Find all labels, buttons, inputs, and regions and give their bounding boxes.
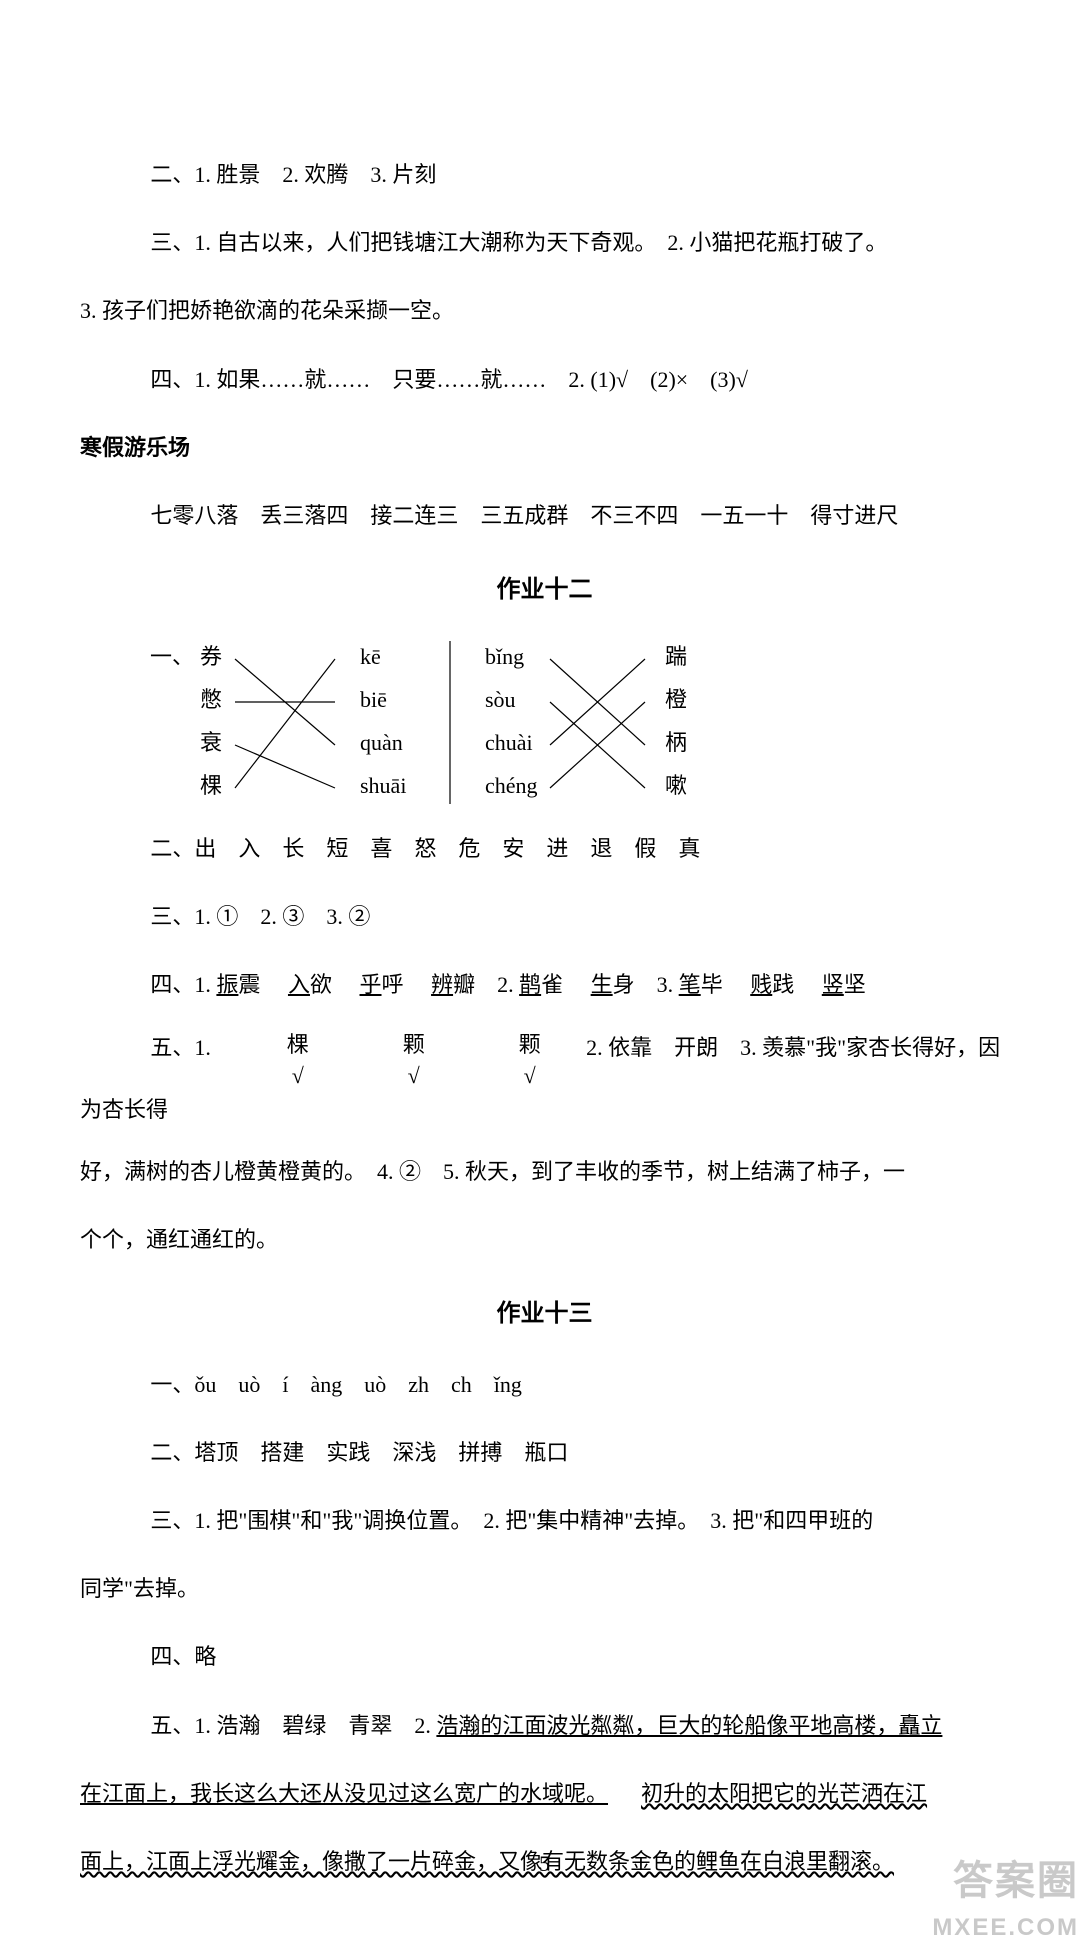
hw12-five-cell-2: 颗 √ xyxy=(448,1030,540,1092)
hw12-four-p3a: 乎 xyxy=(360,972,382,997)
hw12-four-sp1 xyxy=(260,972,282,997)
hw12-two: 二、出 入 长 短 喜 怒 危 安 进 退 假 真 xyxy=(80,826,1009,872)
hw12-four-p2a: 入 xyxy=(288,972,310,997)
hw13-five-line2: 在江面上，我长这么大还从没见过这么宽广的水域呢。 初升的太阳把它的光芒洒在江 xyxy=(80,1771,1009,1817)
hw12-four-p7a: 笔 xyxy=(679,972,701,997)
hw12-four-p6b: 身 xyxy=(613,972,635,997)
line-three-cont: 3. 孩子们把娇艳欲滴的花朵采撷一空。 xyxy=(80,288,1009,334)
svg-text:kē: kē xyxy=(360,644,381,669)
hw12-four-lead: 四、1. xyxy=(150,972,216,997)
svg-text:嗽: 嗽 xyxy=(665,773,687,798)
hw12-five-cell-2-bot: √ xyxy=(448,1061,540,1092)
hw12-four: 四、1. 振震 入欲 乎呼 辨瓣 2. 鹊雀 生身 3. 笔毕 贱践 竖坚 xyxy=(80,962,1009,1008)
hw12-five-cell-1-bot: √ xyxy=(332,1061,424,1092)
hw12-four-sp7 xyxy=(723,972,745,997)
hw12-four-p8a: 贱 xyxy=(750,972,772,997)
svg-text:bǐng: bǐng xyxy=(485,644,524,669)
hw13-five-u2: 在江面上，我长这么大还从没见过这么宽广的水域呢。 xyxy=(80,1781,608,1806)
hw12-five-cell-0-top: 棵 xyxy=(216,1030,308,1061)
hw12-four-p1b: 震 xyxy=(238,972,260,997)
line-two: 二、1. 胜景 2. 欢腾 3. 片刻 xyxy=(80,152,1009,198)
hw12-four-p9b: 坚 xyxy=(844,972,866,997)
hw13-five-lead: 五、1. 浩瀚 碧绿 青翠 2. xyxy=(150,1713,436,1738)
hw12-four-p7b: 毕 xyxy=(701,972,723,997)
hw13-four: 四、略 xyxy=(80,1634,1009,1680)
svg-text:棵: 棵 xyxy=(200,773,222,798)
hw12-four-sp8 xyxy=(794,972,816,997)
fun-line: 七零八落 丢三落四 接二连三 三五成群 不三不四 一五一十 得寸进尺 xyxy=(80,493,1009,539)
watermark-small: MXEE.COM xyxy=(932,1903,1079,1953)
line-three: 三、1. 自古以来，人们把钱塘江大潮称为天下奇观。 2. 小猫把花瓶打破了。 xyxy=(80,220,1009,266)
hw13-two: 二、塔顶 搭建 实践 深浅 拼搏 瓶口 xyxy=(80,1430,1009,1476)
hw12-four-sp5 xyxy=(563,972,585,997)
hw13-three-cont: 同学"去掉。 xyxy=(80,1566,1009,1612)
hw12-five-cont2: 个个，通红通红的。 xyxy=(80,1217,1009,1263)
hw12-five: 五、1. 棵 √ 颗 √ 颗 √ 2. 依靠 开朗 3. 羡慕"我"家杏长得好，… xyxy=(80,1030,1009,1127)
hw12-four-p4b: 瓣 xyxy=(453,972,475,997)
hw12-five-cont: 好，满树的杏儿橙黄橙黄的。 4. ② 5. 秋天，到了丰收的季节，树上结满了柿子… xyxy=(80,1149,1009,1195)
svg-text:chuài: chuài xyxy=(485,730,533,755)
page-number: 5 xyxy=(0,1841,1089,1887)
hw12-five-cell-0: 棵 √ xyxy=(216,1030,308,1092)
fun-title: 寒假游乐场 xyxy=(80,425,1009,471)
hw12-four-p6a: 生 xyxy=(591,972,613,997)
matching-svg: 一、券憋衰棵 kē biē quàn shuāi bǐng sòu chuài chéng 踹橙柄… xyxy=(150,634,870,804)
hw12-title: 作业十二 xyxy=(80,565,1009,615)
hw12-four-p1a: 振 xyxy=(216,972,238,997)
hw12-four-p3b: 呼 xyxy=(382,972,404,997)
hw13-title: 作业十三 xyxy=(80,1289,1009,1339)
hw12-four-sp2 xyxy=(332,972,354,997)
hw13-three: 三、1. 把"围棋"和"我"调换位置。 2. 把"集中精神"去掉。 3. 把"和… xyxy=(80,1498,1009,1544)
matching-diagram: 一、券憋衰棵 kē biē quàn shuāi bǐng sòu chuài chéng 踹橙柄… xyxy=(150,634,1009,804)
hw12-five-cell-0-bot: √ xyxy=(216,1061,308,1092)
svg-text:一、: 一、 xyxy=(150,644,194,669)
hw13-five-u1: 浩瀚的江面波光粼粼，巨大的轮船像平地高楼，矗立 xyxy=(436,1713,942,1738)
hw12-four-p5b: 雀 xyxy=(541,972,563,997)
svg-text:柄: 柄 xyxy=(665,730,687,755)
page: 二、1. 胜景 2. 欢腾 3. 片刻 三、1. 自古以来，人们把钱塘江大潮称为… xyxy=(0,0,1089,1957)
svg-text:衰: 衰 xyxy=(200,730,222,755)
hw12-four-p8b: 践 xyxy=(772,972,794,997)
svg-text:憋: 憋 xyxy=(200,687,222,712)
hw13-five-line1: 五、1. 浩瀚 碧绿 青翠 2. 浩瀚的江面波光粼粼，巨大的轮船像平地高楼，矗立 xyxy=(80,1703,1009,1749)
svg-text:券: 券 xyxy=(200,644,222,669)
hw12-four-sp6: 3. xyxy=(635,972,679,997)
svg-text:踹: 踹 xyxy=(665,644,687,669)
hw13-five-w1: 初升的太阳把它的光芒洒在江 xyxy=(641,1781,927,1806)
hw12-four-sp4: 2. xyxy=(475,972,519,997)
svg-text:sòu: sòu xyxy=(485,687,516,712)
hw12-four-p5a: 鹊 xyxy=(519,972,541,997)
hw12-four-p2b: 欲 xyxy=(310,972,332,997)
hw12-five-cell-2-top: 颗 xyxy=(448,1030,540,1061)
svg-text:橙: 橙 xyxy=(665,687,687,712)
hw12-four-p9a: 竖 xyxy=(822,972,844,997)
hw12-five-cell-1-top: 颗 xyxy=(332,1030,424,1061)
hw12-five-lead: 五、1. xyxy=(150,1035,216,1060)
hw12-four-sp3 xyxy=(404,972,426,997)
svg-text:chéng: chéng xyxy=(485,773,538,798)
svg-text:quàn: quàn xyxy=(360,730,403,755)
hw13-five-mid xyxy=(614,1781,636,1806)
svg-text:shuāi: shuāi xyxy=(360,773,406,798)
hw12-three: 三、1. ① 2. ③ 3. ② xyxy=(80,894,1009,940)
svg-text:biē: biē xyxy=(360,687,387,712)
line-four: 四、1. 如果……就…… 只要……就…… 2. (1)√ (2)× (3)√ xyxy=(80,357,1009,403)
hw12-four-p4a: 辨 xyxy=(431,972,453,997)
hw13-one: 一、ǒu uò í àng uò zh ch ǐng xyxy=(80,1362,1009,1408)
hw12-five-cell-1: 颗 √ xyxy=(332,1030,424,1092)
